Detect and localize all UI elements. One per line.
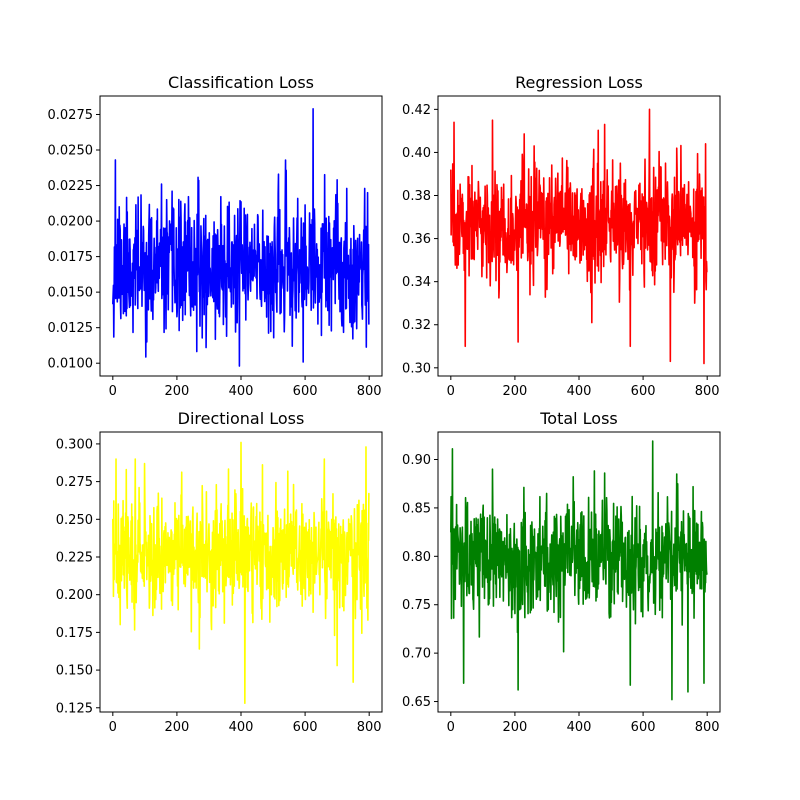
regression-loss-y-tick-label: 0.30	[402, 361, 431, 376]
regression-loss-y-tick-label: 0.34	[402, 275, 431, 290]
classification-loss-x-tick-label: 400	[229, 384, 254, 399]
classification-loss-series-line	[112, 107, 370, 367]
total-loss-panel: Total Loss 0 200 400 600 800 0.65 0.70 0.75 0.80 0…	[402, 409, 721, 735]
classification-loss-title: Classification Loss	[168, 73, 314, 92]
total-loss-y-tick-label: 0.85	[402, 501, 431, 516]
directional-loss-x-tick-label: 600	[293, 720, 318, 735]
classification-loss-x-tick-label: 800	[357, 384, 382, 399]
regression-loss-series-line	[450, 108, 708, 365]
regression-loss-title: Regression Loss	[515, 73, 643, 92]
total-loss-y-tick-label: 0.80	[402, 550, 431, 565]
directional-loss-y-tick-label: 0.125	[56, 701, 93, 716]
directional-loss-y-tick-label: 0.150	[56, 664, 93, 679]
classification-loss-y-tick-label: 0.0100	[48, 357, 94, 372]
directional-loss-y-tick-label: 0.250	[56, 513, 93, 528]
classification-loss-y-tick-label: 0.0275	[48, 108, 94, 123]
directional-loss-y-tick-label: 0.200	[56, 588, 93, 603]
classification-loss-y-tick-label: 0.0125	[48, 321, 94, 336]
total-loss-series-line	[450, 440, 708, 701]
classification-loss-y-tick-label: 0.0150	[48, 286, 94, 301]
total-loss-y-tick-label: 0.90	[402, 453, 431, 468]
total-loss-y-tick-label: 0.70	[402, 647, 431, 662]
regression-loss-y-tick-label: 0.42	[402, 103, 431, 118]
classification-loss-x-tick-label: 200	[164, 384, 189, 399]
regression-loss-panel: Regression Loss 0 200 400 600 800 0.30 0.32 0.34…	[402, 73, 721, 399]
directional-loss-panel: Directional Loss 0 200 400 600 800 0.125 0.150 0…	[56, 409, 383, 735]
regression-loss-y-tick-label: 0.32	[402, 318, 431, 333]
directional-loss-x-tick-label: 0	[109, 720, 117, 735]
classification-loss-panel: Classification Loss 0 200 400 600 800 0.0100 0.…	[48, 73, 383, 399]
regression-loss-x-tick-label: 800	[695, 384, 720, 399]
regression-loss-x-tick-label: 400	[567, 384, 592, 399]
classification-loss-y-tick-label: 0.0175	[48, 250, 94, 265]
regression-loss-x-tick-label: 600	[631, 384, 656, 399]
directional-loss-y-tick-label: 0.225	[56, 550, 93, 565]
total-loss-title: Total Loss	[539, 409, 618, 428]
directional-loss-x-tick-label: 800	[357, 720, 382, 735]
directional-loss-y-tick-label: 0.275	[56, 475, 93, 490]
classification-loss-x-tick-label: 600	[293, 384, 318, 399]
directional-loss-title: Directional Loss	[178, 409, 305, 428]
classification-loss-y-tick-label: 0.0225	[48, 179, 94, 194]
classification-loss-x-tick-label: 0	[109, 384, 117, 399]
total-loss-x-tick-label: 600	[631, 720, 656, 735]
total-loss-x-tick-label: 0	[447, 720, 455, 735]
regression-loss-x-tick-label: 0	[447, 384, 455, 399]
total-loss-x-tick-label: 800	[695, 720, 720, 735]
total-loss-x-tick-label: 400	[567, 720, 592, 735]
directional-loss-series-line	[112, 441, 370, 705]
total-loss-y-tick-label: 0.65	[402, 695, 431, 710]
directional-loss-x-tick-label: 400	[229, 720, 254, 735]
directional-loss-y-tick-label: 0.300	[56, 437, 93, 452]
directional-loss-x-tick-label: 200	[164, 720, 189, 735]
total-loss-y-tick-label: 0.75	[402, 598, 431, 613]
total-loss-x-tick-label: 200	[502, 720, 527, 735]
classification-loss-y-tick-label: 0.0250	[48, 144, 94, 159]
regression-loss-y-tick-label: 0.40	[402, 146, 431, 161]
regression-loss-y-tick-label: 0.38	[402, 189, 431, 204]
directional-loss-y-tick-label: 0.175	[56, 626, 93, 641]
regression-loss-y-tick-label: 0.36	[402, 232, 431, 247]
classification-loss-y-tick-label: 0.0200	[48, 215, 94, 230]
regression-loss-x-tick-label: 200	[502, 384, 527, 399]
